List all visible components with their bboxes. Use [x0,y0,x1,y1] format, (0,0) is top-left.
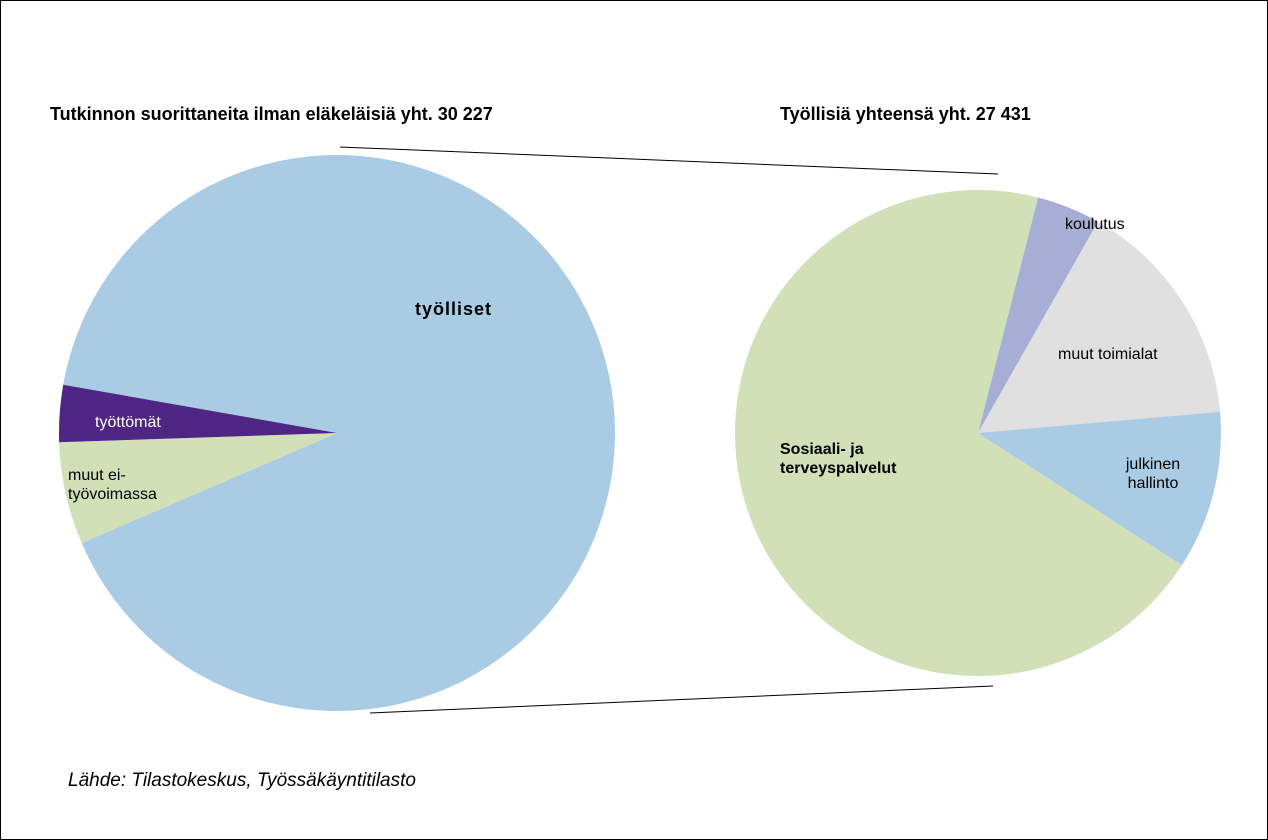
slice-label: koulutus [1065,216,1125,233]
connector-line [339,146,999,175]
slice-label: muut toimialat [1058,346,1158,363]
chart-title: Työllisiä yhteensä yht. 27 431 [780,104,1031,124]
pie-slice [59,384,337,443]
slice-label: julkinen hallinto [1125,456,1181,492]
chart-title: Tutkinnon suorittaneita ilman eläkeläisi… [50,104,493,124]
slice-label: työlliset [415,299,493,319]
pie-slice [978,221,1221,433]
pie-slice [59,433,338,543]
connector-line [369,685,994,714]
slice-label: muut ei-työvoimassa [68,467,157,503]
pie-slice [734,189,1182,676]
pie-slice [978,197,1099,433]
pie-slice [978,411,1221,566]
pie-slice [63,154,615,712]
slice-label: Sosiaali- ja terveyspalvelut [780,441,897,477]
slice-label: työttömät [95,414,161,431]
source-note: Lähde: Tilastokeskus, Työssäkäyntitilast… [68,770,416,791]
